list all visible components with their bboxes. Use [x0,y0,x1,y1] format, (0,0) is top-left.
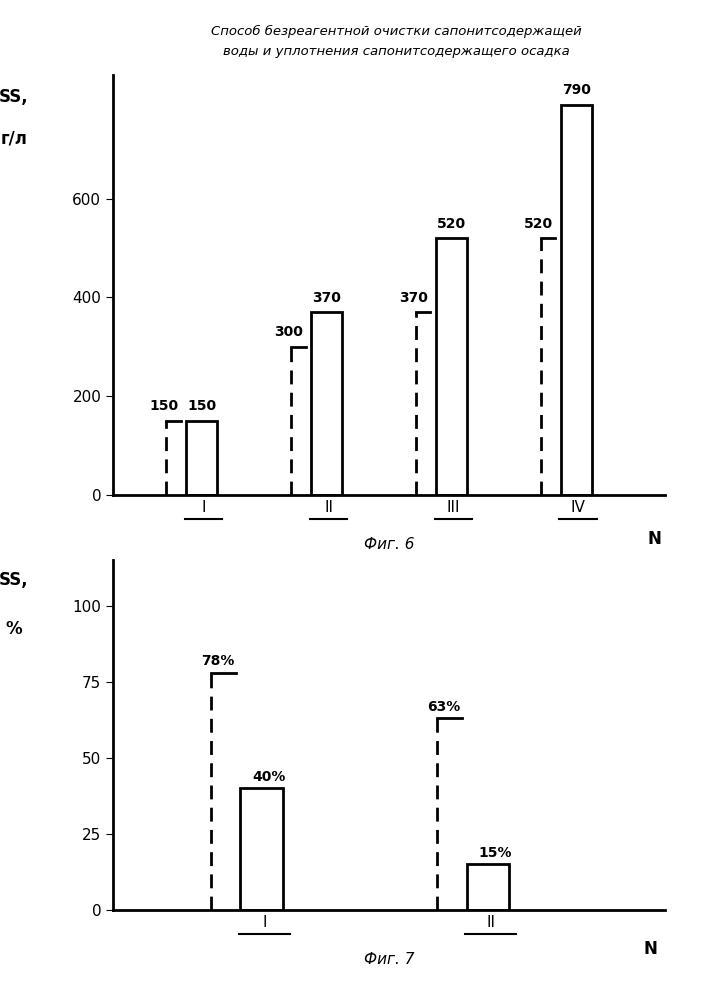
Text: SS,: SS, [0,570,29,588]
Bar [240,788,283,910]
Text: Способ безреагентной очистки сапонитсодержащей: Способ безреагентной очистки сапонитсоде… [211,25,581,38]
Text: 150: 150 [150,399,179,413]
Text: 78%: 78% [201,654,235,668]
Text: %: % [6,620,22,638]
Text: Фиг. 7: Фиг. 7 [363,952,414,967]
Text: N: N [643,940,658,958]
Text: воды и уплотнения сапонитсодержащего осадка: воды и уплотнения сапонитсодержащего оса… [223,45,569,58]
Text: N: N [647,530,661,548]
Bar [436,238,467,495]
Text: 300: 300 [274,325,303,339]
Bar [186,421,217,495]
Bar [467,864,509,910]
Text: 63%: 63% [427,700,461,714]
Text: г/л: г/л [1,130,28,148]
Text: 370: 370 [312,291,341,305]
Text: 40%: 40% [252,770,286,784]
Text: SS,: SS, [0,88,29,106]
Text: Фиг. 6: Фиг. 6 [363,537,414,552]
Bar [311,312,342,495]
Text: 520: 520 [524,217,554,231]
Text: 790: 790 [561,83,590,97]
Text: 15%: 15% [478,846,512,860]
Text: 520: 520 [437,217,466,231]
Bar [561,105,592,495]
Text: 150: 150 [187,399,216,413]
Text: 370: 370 [399,291,428,305]
